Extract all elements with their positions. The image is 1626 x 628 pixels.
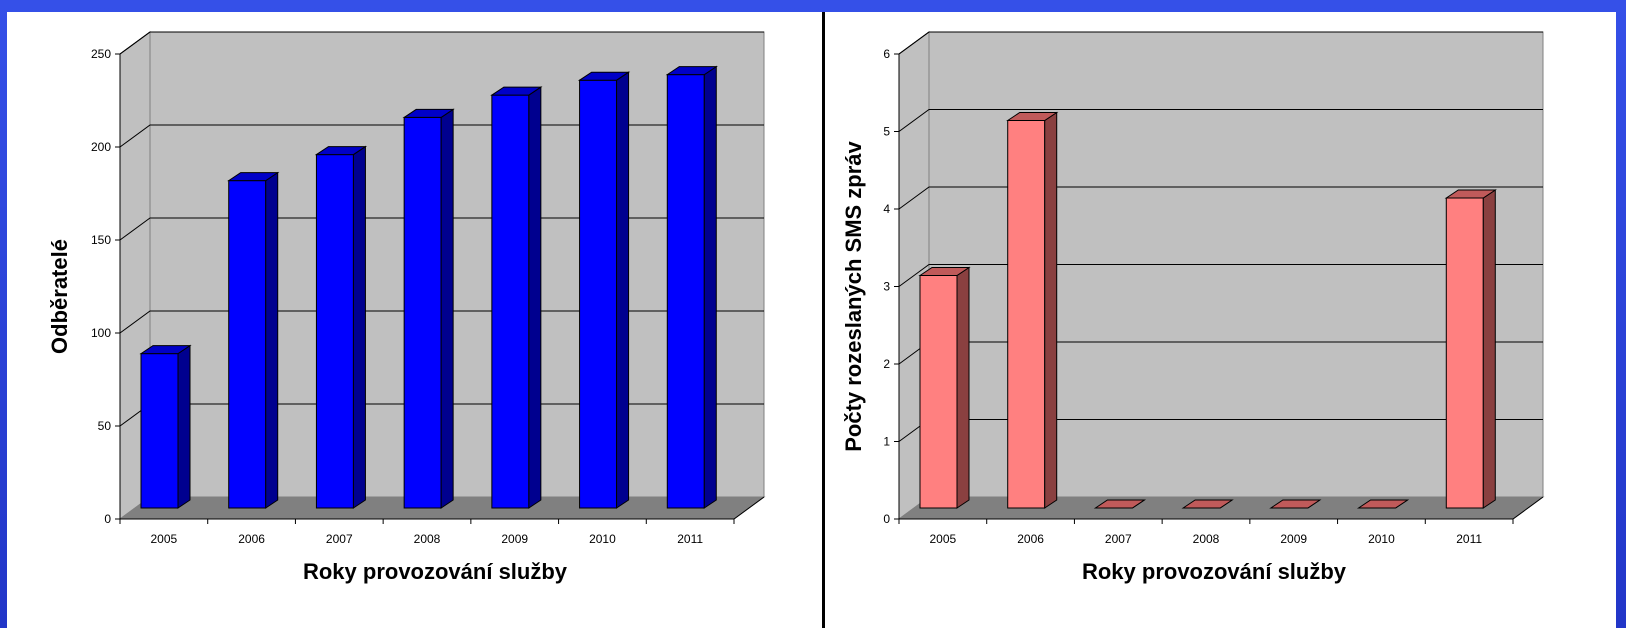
y-tick-label: 1 [883, 435, 890, 449]
panel-divider [822, 12, 825, 628]
bar-side [265, 171, 279, 509]
bar-2006 [1006, 111, 1059, 509]
bar-2007 [1093, 499, 1147, 509]
bar-top [402, 108, 455, 118]
chart-panel-sms: 0 1 2 3 4 5 6 2005 2006 2007 2008 2009 2010 2011 Roky … [825, 12, 1616, 628]
bar-top [490, 86, 543, 96]
gridline [119, 124, 764, 148]
y-axis [119, 31, 151, 519]
bar-top [139, 345, 192, 355]
bar-side [616, 71, 630, 509]
bar-front [666, 74, 705, 509]
x-tick-label: 2010 [589, 532, 616, 546]
y-axis-title: Počty rozeslaných SMS zpráv [841, 140, 866, 451]
x-tick-label: 2011 [1456, 532, 1482, 546]
bar-2009 [1269, 499, 1322, 509]
bar-top [918, 267, 971, 276]
bar-top [227, 172, 280, 182]
bar-top [577, 71, 631, 81]
y-axis-title: Odběratelé [47, 239, 72, 354]
bar-2006 [227, 171, 280, 509]
sms-chart: 0 1 2 3 4 5 6 2005 2006 2007 2008 2009 2010 2011 Roky … [841, 31, 1545, 584]
bar-side [177, 344, 191, 509]
x-tick-label: 2008 [414, 532, 441, 546]
bar-side [1044, 111, 1058, 509]
bar-side [703, 65, 717, 509]
bar-2005 [139, 344, 192, 509]
x-axis-title: Roky provozování služby [303, 559, 568, 584]
y-tick-label: 0 [883, 512, 890, 526]
y-tick-label: 6 [883, 47, 890, 61]
gridline [898, 109, 1543, 132]
x-tick-label: 2006 [1017, 532, 1044, 546]
y-tick-label: 50 [98, 419, 112, 433]
bar-front [1445, 197, 1484, 509]
x-tick-label: 2007 [1105, 532, 1132, 546]
subscribers-chart: 0 50 100 150 200 250 2005 2006 2007 2008 2009 2010 2… [47, 31, 766, 584]
bar-front [403, 116, 442, 509]
x-tick-label: 2006 [238, 532, 265, 546]
x-tick-label: 2009 [1280, 532, 1307, 546]
gridline [898, 264, 1543, 287]
bar-side [1482, 189, 1496, 509]
bar-top [1269, 499, 1322, 509]
bar-front [1007, 120, 1046, 509]
x-tick-label: 2005 [930, 532, 957, 546]
bar-front [579, 79, 618, 509]
y-tick-label: 250 [91, 47, 111, 61]
bar-side [956, 266, 970, 509]
y-tick-label: 2 [883, 357, 890, 371]
x-tick-label: 2005 [151, 532, 178, 546]
bar-top [1356, 499, 1410, 509]
bar-top [314, 146, 368, 156]
y-tick-label: 100 [91, 326, 111, 340]
x-tick-label: 2007 [326, 532, 353, 546]
bar-2010 [1356, 499, 1410, 509]
y-tick-label: 5 [883, 125, 890, 139]
bar-front [919, 275, 958, 509]
chart-panel-subscribers: 0 50 100 150 200 250 2005 2006 2007 2008 2009 2010 2… [7, 12, 822, 628]
bar-front [491, 94, 530, 509]
gridline [119, 217, 764, 241]
bar-2011 [1444, 189, 1497, 509]
bar-front [228, 180, 267, 509]
y-tick-label: 3 [883, 280, 890, 294]
y-axis [898, 31, 930, 519]
bar-2008 [402, 108, 455, 509]
bar-2008 [1181, 499, 1234, 509]
bar-top [1181, 499, 1234, 509]
y-tick-label: 4 [883, 202, 890, 216]
y-tick-label: 150 [91, 233, 111, 247]
bar-2007 [314, 145, 368, 509]
bar-2009 [490, 86, 543, 509]
y-tick-label: 0 [104, 512, 111, 526]
bar-top [1006, 112, 1059, 121]
x-tick-label: 2008 [1193, 532, 1220, 546]
bar-side [528, 86, 542, 509]
bar-2010 [577, 71, 631, 509]
bar-side [440, 108, 454, 509]
bar-2011 [665, 65, 718, 509]
bar-top [665, 66, 718, 76]
x-tick-label: 2009 [501, 532, 528, 546]
x-axis-title: Roky provozování služby [1082, 559, 1347, 584]
bar-front [140, 353, 179, 509]
bar-side [352, 145, 366, 509]
bar-top [1444, 189, 1497, 199]
y-tick-label: 200 [91, 140, 111, 154]
x-tick-label: 2010 [1368, 532, 1395, 546]
bar-top [1093, 499, 1147, 509]
x-tick-label: 2011 [677, 532, 703, 546]
bar-2005 [918, 266, 971, 509]
gridline [119, 310, 764, 334]
bar-front [315, 154, 354, 509]
gridline [898, 186, 1543, 210]
